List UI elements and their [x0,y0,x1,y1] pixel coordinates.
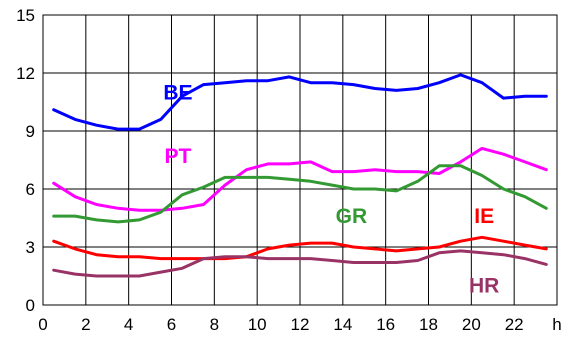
series-label-hr: HR [469,275,499,298]
series-line-ie [52,235,548,261]
x-tick-label: 16 [376,315,395,334]
x-tick-label: 14 [333,315,352,334]
y-tick-label: 6 [26,180,35,199]
series-line-gr [52,164,548,224]
series-label-ie: IE [474,205,494,228]
x-tick-label: 8 [210,315,219,334]
series-lines [52,73,548,278]
y-tick-label: 12 [16,64,35,83]
series-label-gr: GR [336,205,368,228]
series-label-pt: PT [165,145,192,168]
y-tick-label: 9 [26,122,35,141]
series-line-pt [52,146,548,212]
series-label-be: BE [163,81,192,104]
y-tick-label: 3 [26,238,35,257]
x-tick-label: 18 [419,315,438,334]
y-axis-ticks: 0 3 6 9 12 15 [16,6,35,315]
x-tick-label: 4 [124,315,133,334]
x-tick-label: 22 [505,315,524,334]
x-tick-label: 20 [462,315,481,334]
series-line-be [52,73,548,131]
x-tick-label: 2 [81,315,90,334]
x-tick-label: 12 [291,315,310,334]
y-tick-label: 0 [26,296,35,315]
grid-lines [42,14,558,306]
series-line-hr [52,249,548,278]
x-tick-label: 10 [248,315,267,334]
y-tick-label: 15 [16,6,35,25]
x-tick-label: h [552,315,561,334]
x-tick-label: 6 [167,315,176,334]
plot-area [42,14,558,306]
x-axis-ticks: 0 2 4 6 8 10 12 14 16 18 20 22 h [38,315,561,334]
x-tick-label: 0 [38,315,47,334]
series-labels: BE PT GR IE HR [163,81,499,297]
